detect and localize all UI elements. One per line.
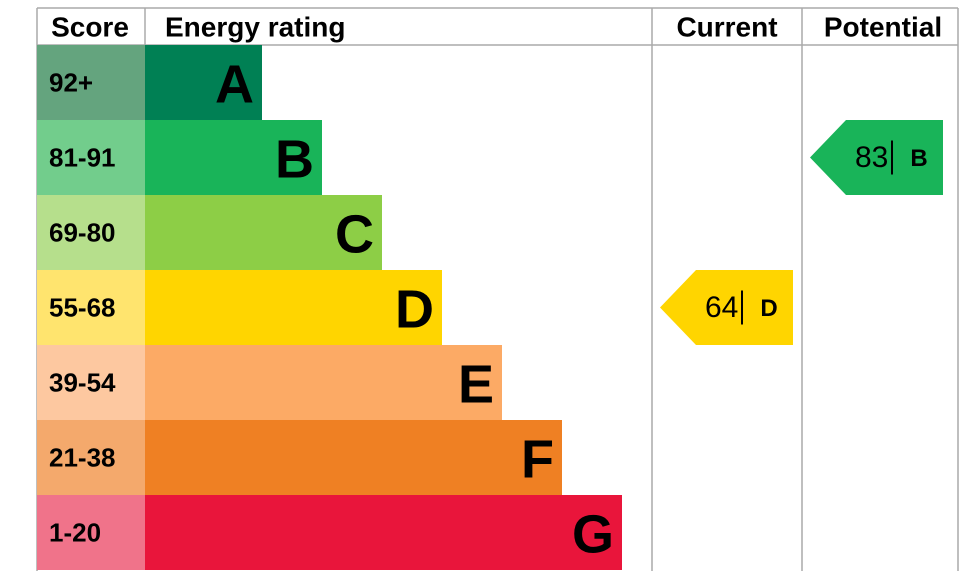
rating-bar [145,495,622,570]
separator [741,290,743,325]
rating-bar [145,345,502,420]
rating-bar [145,45,262,120]
rating-letter: D [395,280,434,340]
arrow-shape [810,120,943,195]
score-range: 55-68 [49,293,116,323]
rating-letter: A [215,55,254,115]
score-cell [37,345,145,420]
rating-letter: G [572,505,614,565]
score-header: Score [51,12,129,43]
score-cell [37,45,145,120]
rating-letter: E [458,355,494,415]
rating-bar [145,120,322,195]
rating-letter: F [521,430,554,490]
current-arrow: 64 D [660,270,793,345]
rating-letter: C [335,205,374,265]
arrow-shape [660,270,793,345]
rating-letter: B [275,130,314,190]
potential-arrow: 83 B [810,120,943,195]
separator [891,140,893,175]
score-cell [37,270,145,345]
score-cell [37,120,145,195]
current-header: Current [676,12,777,43]
score-range: 81-91 [49,143,116,173]
rating-bar [145,420,562,495]
arrow-letter: B [910,145,927,172]
arrow-value: 64 [705,291,738,324]
score-range: 21-38 [49,443,116,473]
potential-header: Potential [824,12,942,43]
rating-bar [145,270,442,345]
score-range: 39-54 [49,368,116,398]
score-cell [37,495,145,570]
rating-bar [145,195,382,270]
score-cell [37,195,145,270]
arrow-letter: D [760,295,777,322]
arrow-value: 83 [855,141,888,174]
score-range: 69-80 [49,218,116,248]
rating-header: Energy rating [165,12,345,43]
score-range: 1-20 [49,518,101,548]
score-cell [37,420,145,495]
header: Score Energy rating Current Potential [51,12,942,43]
score-range: 92+ [49,68,93,98]
